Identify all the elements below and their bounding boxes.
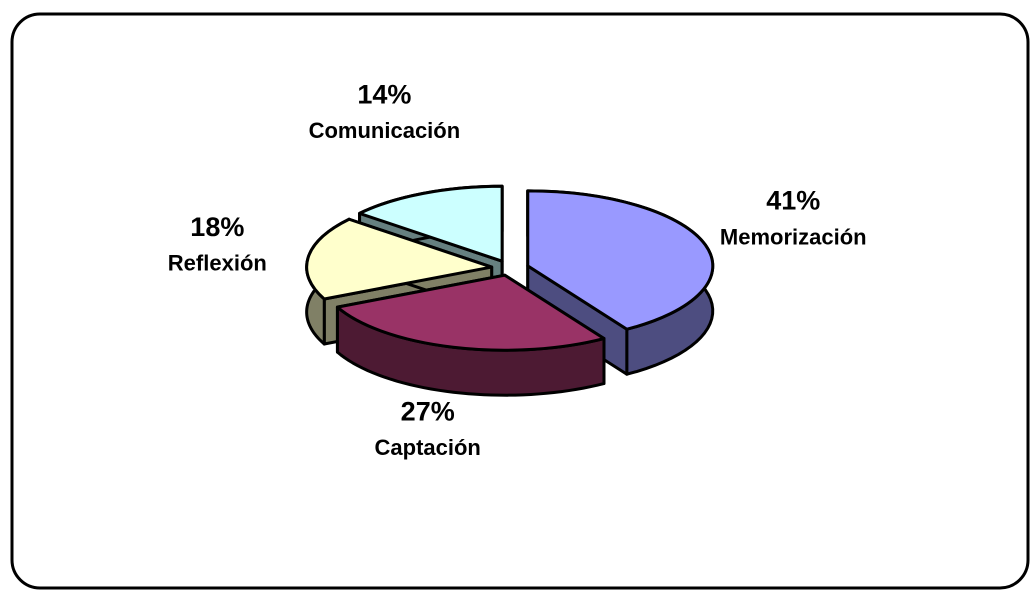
data-label: 27% bbox=[401, 396, 455, 426]
data-label: 18% bbox=[190, 212, 244, 242]
category-label: Comunicación bbox=[309, 118, 461, 143]
data-label: 41% bbox=[766, 186, 820, 216]
data-label: 14% bbox=[357, 79, 411, 109]
pie-slice bbox=[358, 184, 504, 263]
category-label: Captación bbox=[375, 435, 481, 460]
pie-slice bbox=[526, 189, 715, 331]
category-label: Memorización bbox=[720, 224, 867, 249]
pie-slice bbox=[305, 217, 494, 301]
category-label: Reflexión bbox=[168, 251, 267, 276]
pie-slice bbox=[335, 273, 606, 352]
